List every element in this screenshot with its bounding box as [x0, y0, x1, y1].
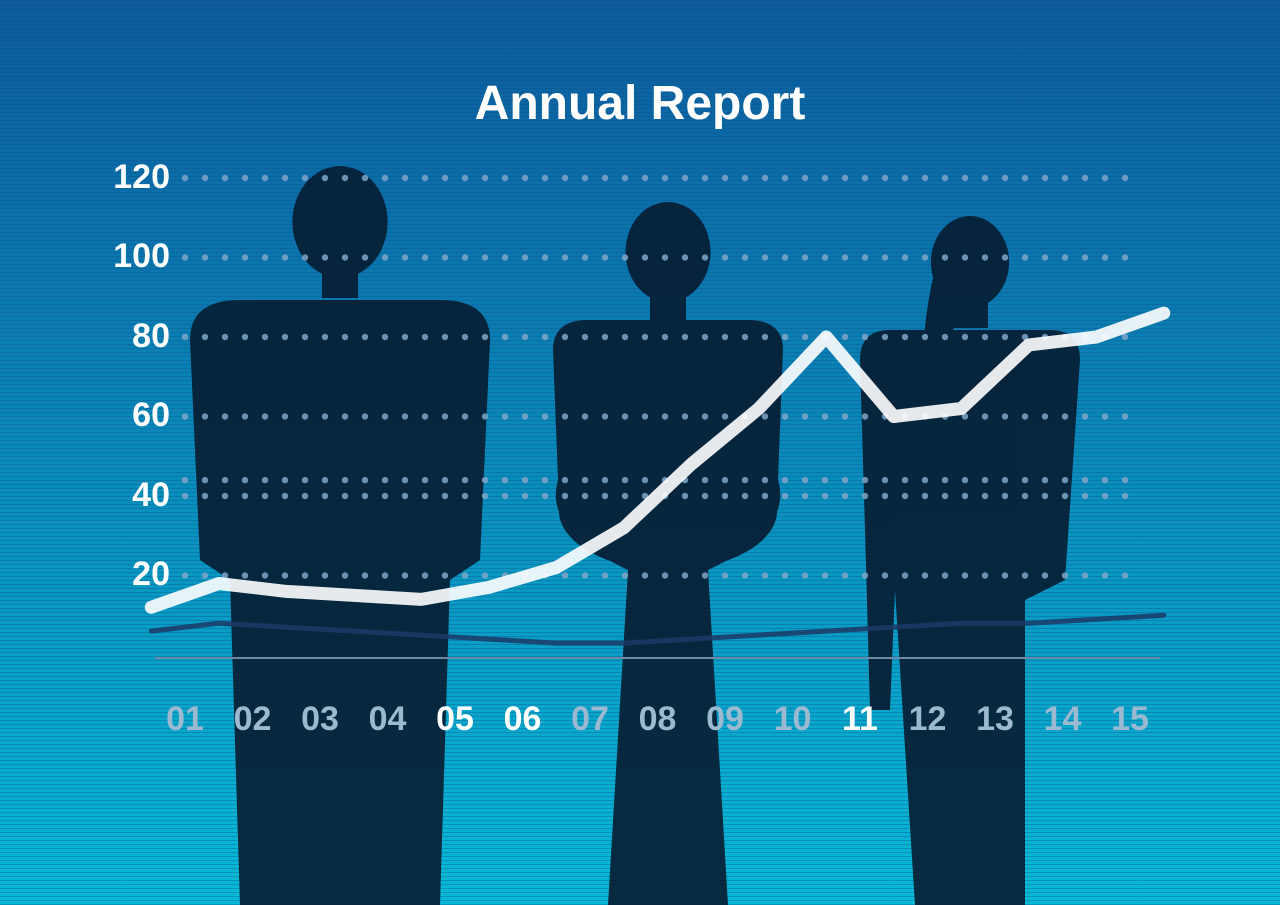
x-tick-label: 01	[157, 700, 213, 739]
x-tick-label: 08	[630, 700, 686, 739]
series-secondary	[151, 615, 1164, 643]
x-tick-label: 03	[292, 700, 348, 739]
y-tick-label: 40	[90, 476, 170, 515]
y-tick-label: 60	[90, 396, 170, 435]
chart-layer	[0, 0, 1280, 905]
x-tick-label: 06	[495, 700, 551, 739]
series-primary	[151, 313, 1164, 607]
y-tick-label: 100	[90, 237, 170, 276]
y-tick-label: 20	[90, 555, 170, 594]
x-tick-label: 02	[225, 700, 281, 739]
y-tick-label: 80	[90, 317, 170, 356]
x-tick-label: 04	[360, 700, 416, 739]
annual-report-graphic: Annual Report 20406080100120 01020304050…	[0, 0, 1280, 905]
x-tick-label: 09	[697, 700, 753, 739]
x-tick-label: 07	[562, 700, 618, 739]
x-tick-label: 10	[765, 700, 821, 739]
x-tick-label: 05	[427, 700, 483, 739]
x-tick-label: 14	[1035, 700, 1091, 739]
x-tick-label: 13	[967, 700, 1023, 739]
x-tick-label: 12	[900, 700, 956, 739]
x-tick-label: 11	[832, 700, 888, 739]
x-tick-label: 15	[1102, 700, 1158, 739]
y-tick-label: 120	[90, 158, 170, 197]
